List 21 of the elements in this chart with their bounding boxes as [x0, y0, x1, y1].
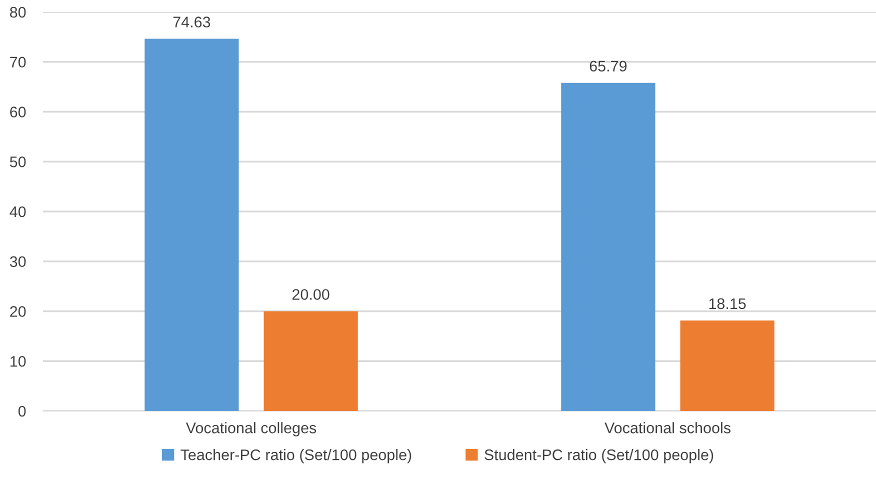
- legend-label: Teacher-PC ratio (Set/100 people): [180, 449, 412, 464]
- y-tick-label: 80: [10, 6, 26, 18]
- y-tick-label: 40: [10, 206, 26, 218]
- y-tick-label: 70: [10, 56, 26, 68]
- bar: [264, 311, 358, 411]
- legend-label: Student-PC ratio (Set/100 people): [484, 449, 714, 464]
- y-tick-label: 20: [10, 306, 26, 317]
- y-tick-label: 60: [10, 106, 26, 118]
- y-tick-label: 10: [10, 356, 26, 367]
- y-tick-label: 30: [10, 256, 26, 268]
- data-label: 18.15: [709, 298, 746, 310]
- x-tick-label: Vocational schools: [604, 422, 730, 434]
- bar: [561, 82, 656, 411]
- bar: [680, 320, 774, 411]
- data-label: 20.00: [292, 289, 330, 300]
- data-label: 65.79: [590, 60, 627, 72]
- y-tick-label: 50: [10, 156, 26, 168]
- x-tick-label: Vocational colleges: [186, 422, 316, 436]
- bar: [144, 38, 239, 411]
- y-tick-label: 0: [18, 406, 26, 417]
- data-label: 74.63: [173, 16, 210, 28]
